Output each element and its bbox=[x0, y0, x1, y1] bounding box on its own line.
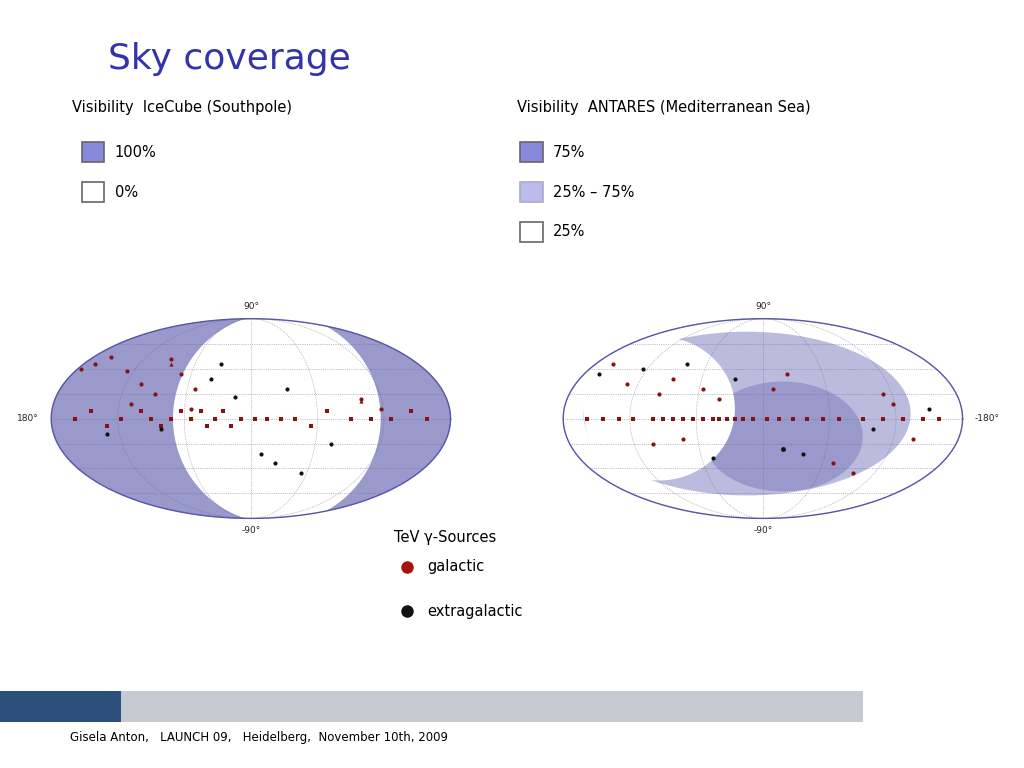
Text: 90°: 90° bbox=[755, 302, 771, 311]
Text: -180°: -180° bbox=[975, 414, 999, 423]
Text: 0%: 0% bbox=[115, 184, 138, 200]
Bar bbox=[82, 142, 104, 162]
Text: 75%: 75% bbox=[553, 144, 586, 160]
Bar bbox=[520, 142, 543, 162]
Bar bbox=[520, 182, 543, 202]
Bar bbox=[520, 222, 543, 242]
Polygon shape bbox=[589, 339, 689, 439]
Text: TeV γ-Sources: TeV γ-Sources bbox=[394, 530, 497, 545]
Bar bbox=[121, 691, 863, 722]
Text: Gisela Anton,   LAUNCH 09,   Heidelberg,  November 10th, 2009: Gisela Anton, LAUNCH 09, Heidelberg, Nov… bbox=[70, 731, 447, 744]
Text: 180°: 180° bbox=[17, 414, 39, 423]
Text: 100%: 100% bbox=[115, 144, 157, 160]
Text: Sky coverage: Sky coverage bbox=[108, 42, 350, 76]
Text: 90°: 90° bbox=[243, 302, 259, 311]
Text: extragalactic: extragalactic bbox=[427, 604, 522, 619]
Polygon shape bbox=[51, 319, 451, 518]
Polygon shape bbox=[173, 314, 381, 523]
Polygon shape bbox=[584, 332, 910, 495]
Polygon shape bbox=[703, 382, 862, 492]
Polygon shape bbox=[584, 336, 735, 481]
Text: -90°: -90° bbox=[754, 526, 772, 535]
Text: Visibility  IceCube (Southpole): Visibility IceCube (Southpole) bbox=[72, 100, 292, 115]
Polygon shape bbox=[563, 319, 963, 518]
Text: Visibility  ANTARES (Mediterranean Sea): Visibility ANTARES (Mediterranean Sea) bbox=[517, 100, 811, 115]
Text: galactic: galactic bbox=[427, 559, 484, 574]
Bar bbox=[0, 691, 121, 722]
Text: 25% – 75%: 25% – 75% bbox=[553, 184, 634, 200]
Text: 25%: 25% bbox=[553, 224, 586, 240]
Text: -90°: -90° bbox=[242, 526, 260, 535]
Bar bbox=[82, 182, 104, 202]
